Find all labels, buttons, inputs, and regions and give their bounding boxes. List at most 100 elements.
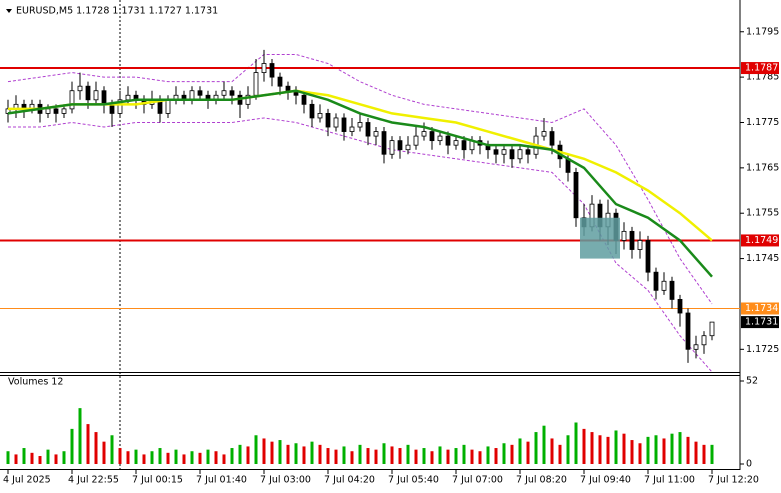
candle-body — [373, 131, 379, 137]
level-label: 1.1787 — [745, 63, 778, 74]
x-tick-label: 4 Jul 2025 — [3, 475, 51, 486]
volume-bar — [630, 440, 634, 464]
volume-bar — [550, 438, 554, 464]
volume-bar — [526, 441, 530, 464]
y-tick-label: 1.1775 — [746, 117, 779, 128]
volume-bar — [510, 444, 514, 464]
candle-body — [453, 140, 459, 146]
candle-body — [301, 94, 307, 105]
candle-body — [269, 63, 275, 78]
volume-bar — [350, 451, 354, 464]
volume-bar — [606, 436, 610, 464]
volume-bar — [326, 448, 330, 464]
volume-bar — [214, 451, 218, 464]
volume-bar — [30, 452, 34, 464]
candle-body — [221, 90, 227, 96]
volume-bar — [198, 452, 202, 464]
volume-bar — [614, 430, 618, 464]
candle-body — [85, 85, 91, 101]
volume-bar — [486, 446, 490, 464]
volume-bar — [518, 438, 522, 464]
candle-body — [549, 131, 555, 146]
volume-bar — [638, 443, 642, 464]
volume-bar — [646, 436, 650, 464]
candle-body — [109, 103, 115, 114]
volume-bar — [542, 425, 546, 464]
x-tick-label: 7 Jul 03:00 — [260, 475, 311, 486]
volume-bar — [142, 454, 146, 464]
y-tick-label: 1.1765 — [746, 162, 779, 173]
x-tick-label: 4 Jul 22:55 — [68, 475, 119, 486]
candle-body — [69, 90, 75, 110]
candle-body — [437, 135, 443, 142]
volume-bar — [54, 454, 58, 464]
candle-body — [389, 140, 395, 155]
candle-body — [197, 90, 203, 96]
candle-body — [573, 171, 579, 219]
candle-body — [333, 117, 339, 128]
volume-bar — [158, 448, 162, 464]
volume-bar — [270, 441, 274, 464]
candle-body — [349, 126, 355, 132]
candle-body — [125, 94, 131, 101]
volume-bar — [342, 446, 346, 464]
volume-bar — [566, 435, 570, 464]
candle-body — [517, 149, 523, 160]
volume-bar — [534, 432, 538, 464]
volume-bar — [694, 441, 698, 464]
candle-body — [309, 103, 315, 119]
volume-bar — [430, 451, 434, 464]
volume-bar — [574, 422, 578, 464]
candle-body — [341, 117, 347, 132]
candle-body — [45, 108, 51, 114]
volume-bar — [558, 444, 562, 464]
volume-bar — [334, 449, 338, 464]
candle-body — [117, 99, 123, 114]
candle-body — [621, 230, 627, 241]
volume-bar — [14, 454, 18, 464]
volume-bar — [590, 432, 594, 464]
volume-bar — [78, 408, 82, 464]
volume-bar — [406, 444, 410, 464]
volume-bar — [62, 451, 66, 464]
volume-bar — [582, 428, 586, 464]
candle-body — [357, 122, 363, 128]
volume-bar — [366, 448, 370, 464]
volume-bar — [294, 443, 298, 464]
volume-bar — [678, 432, 682, 464]
volume-tick-label: 52 — [746, 376, 758, 387]
volume-bar — [238, 444, 242, 464]
volume-bar — [126, 451, 130, 464]
price-label: 1.1731 — [745, 317, 778, 328]
volume-bar — [382, 443, 386, 464]
moving-average — [7, 89, 713, 278]
volume-bar — [222, 454, 226, 464]
volume-bar — [6, 451, 10, 464]
candle-body — [525, 149, 531, 155]
candle-body — [637, 240, 643, 250]
volume-bar — [662, 438, 666, 464]
volume-bar — [166, 452, 170, 464]
volume-bar — [110, 435, 114, 464]
candle-body — [693, 344, 699, 350]
volume-bar — [686, 436, 690, 464]
x-tick-label: 7 Jul 00:15 — [132, 475, 183, 486]
volume-bar — [94, 432, 98, 464]
candle-body — [101, 90, 107, 105]
candle-body — [677, 299, 683, 314]
volume-bar — [70, 428, 74, 464]
level-label-box — [741, 234, 779, 247]
zone — [580, 217, 620, 259]
volume-bar — [206, 449, 210, 464]
volume-bar — [86, 424, 90, 464]
volume-bar — [358, 444, 362, 464]
x-tick-label: 7 Jul 01:40 — [196, 475, 247, 486]
volume-bar — [446, 449, 450, 464]
x-tick-label: 7 Jul 09:40 — [580, 475, 631, 486]
volume-bar — [654, 435, 658, 464]
candle-body — [669, 280, 675, 300]
level-label: 1.1749 — [745, 235, 778, 246]
candle-body — [245, 94, 251, 105]
volume-bar — [118, 448, 122, 464]
